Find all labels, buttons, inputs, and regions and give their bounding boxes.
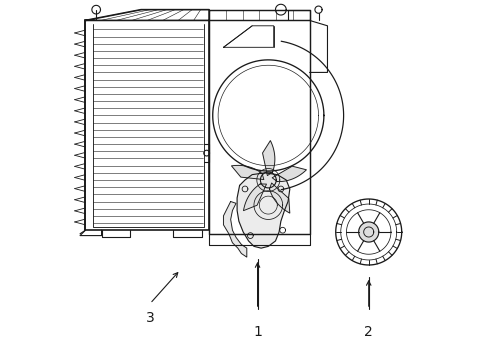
Polygon shape	[263, 141, 275, 176]
Text: 2: 2	[365, 325, 373, 339]
Polygon shape	[260, 172, 276, 188]
Polygon shape	[359, 222, 379, 242]
Polygon shape	[244, 184, 267, 211]
Polygon shape	[223, 202, 247, 257]
Polygon shape	[231, 165, 264, 180]
Polygon shape	[270, 183, 290, 213]
Text: 3: 3	[146, 311, 154, 325]
Polygon shape	[272, 166, 306, 181]
Polygon shape	[237, 173, 290, 248]
Text: 1: 1	[253, 325, 262, 339]
